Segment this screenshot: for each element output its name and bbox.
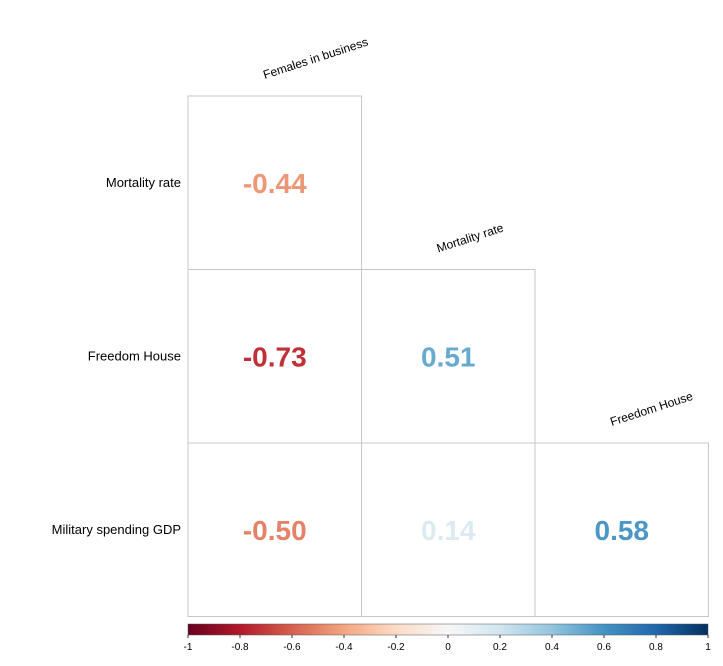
colorbar-tick-label: -0.2 [387,642,405,653]
colorbar-gradient [187,623,709,636]
cell-value-label: -0.73 [243,341,307,372]
colorbar-tick-label: -0.8 [231,642,249,653]
row-labels: Mortality rate Freedom House Military spen… [52,175,181,537]
colorbar-tick-label: -0.6 [283,642,301,653]
cell-value-label: 0.14 [421,515,476,546]
row-label: Military spending GDP [52,522,181,537]
colorbar-tick-label: -0.4 [335,642,353,653]
column-label: Freedom House [608,389,694,429]
colorbar-tick-label: 0.2 [493,642,507,653]
colorbar-tick-label: 0 [445,642,451,653]
colorbar-tick-label: -1 [184,642,193,653]
row-label: Freedom House [88,348,181,363]
cell-value-label: 0.58 [595,515,650,546]
colorbar-tick-label: 1 [705,642,711,653]
colorbar-tick-label: 0.6 [597,642,611,653]
row-label: Mortality rate [106,175,181,190]
column-label: Females in business [261,35,369,82]
colorbar: -1 -0.8 -0.6 -0.4 -0.2 0 0.2 0.4 0.6 0.8 1 [184,623,711,653]
column-labels: Females in business Mortality rate Freedom… [261,35,694,429]
column-label: Mortality rate [435,221,506,256]
heatmap-cells: -0.44 -0.73 0.51 -0.50 0.14 0.58 [187,95,709,617]
cell-value-label: -0.50 [243,515,307,546]
colorbar-tick-label: 0.4 [545,642,559,653]
cell-value-label: 0.51 [421,341,476,372]
colorbar-tick-label: 0.8 [649,642,663,653]
cell-value-label: -0.44 [243,168,307,199]
heatmap-cell [534,442,709,617]
